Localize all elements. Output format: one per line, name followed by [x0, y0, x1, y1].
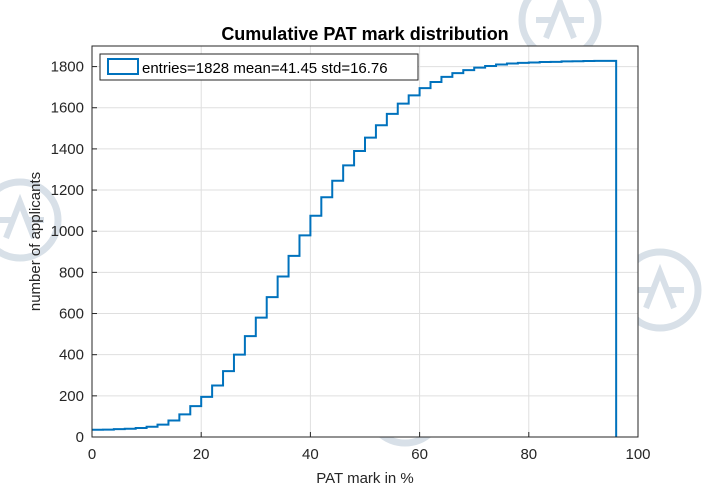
plot-frame [91, 45, 639, 438]
x-axis: 0 20 40 60 80 100 [88, 432, 651, 463]
y-tick-label: 0 [76, 429, 84, 446]
series-layer [92, 59, 618, 437]
y-tick-label: 400 [59, 347, 84, 364]
watermark-logo [0, 178, 62, 262]
y-tick-label: 800 [59, 264, 84, 281]
y-axis-label: number of applicants [27, 172, 44, 311]
plot-area [92, 46, 638, 437]
chart-title: Cumulative PAT mark distribution [221, 24, 508, 44]
x-tick-label: 40 [302, 446, 319, 463]
x-axis-label: PAT mark in % [316, 470, 414, 487]
x-tick-label: 20 [193, 446, 210, 463]
legend-entry: entries=1828 mean=41.45 std=16.76 [142, 60, 388, 77]
y-tick-label: 200 [59, 388, 84, 405]
y-tick-label: 1600 [51, 100, 84, 117]
legend-swatch [107, 58, 139, 75]
x-tick-label: 60 [411, 446, 428, 463]
x-tick-label: 0 [88, 446, 96, 463]
y-axis: 0 200 400 600 800 1000 1200 1400 1600 1800 [51, 59, 97, 446]
legend: entries=1828 mean=41.45 std=16.76 [99, 53, 419, 81]
x-tick-label: 100 [625, 446, 650, 463]
x-tick-label: 80 [520, 446, 537, 463]
y-tick-label: 1000 [51, 223, 84, 240]
y-tick-label: 600 [59, 306, 84, 323]
y-tick-label: 1400 [51, 141, 84, 158]
series-line [92, 59, 618, 437]
legend-box [99, 53, 419, 81]
y-tick-label: 1800 [51, 59, 84, 76]
y-tick-label: 1200 [51, 182, 84, 199]
